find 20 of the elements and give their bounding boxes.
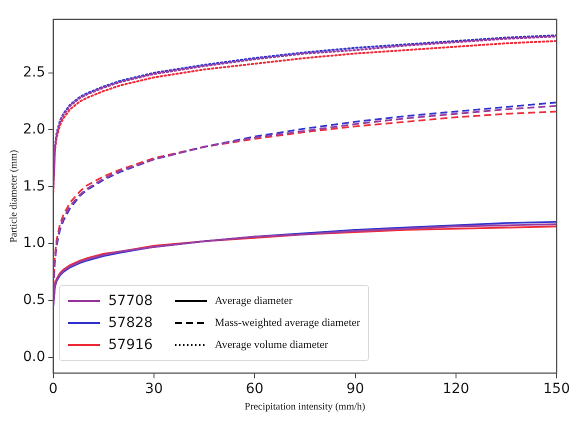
legend-label: 57916 (108, 337, 153, 354)
y-axis-title: Particle diameter (mm) (8, 150, 20, 243)
legend-label: 57828 (108, 315, 153, 332)
x-tick-label: 150 (543, 381, 570, 398)
annotation: Mass-weighted average diameter (214, 317, 360, 330)
annotation: Average volume diameter (214, 339, 328, 352)
x-tick-label: 60 (246, 381, 264, 398)
x-axis-title: Precipitation intensity (mm/h) (244, 402, 366, 413)
x-tick-label: 0 (48, 381, 58, 398)
y-tick-label: 1.0 (23, 235, 46, 252)
y-tick-label: 1.5 (23, 178, 46, 194)
annotation: Average diameter (214, 295, 292, 308)
y-tick-label: 2.0 (23, 121, 46, 138)
y-tick-label: 0.0 (23, 348, 46, 365)
x-tick-label: 120 (442, 381, 470, 398)
x-tick-label: 90 (346, 381, 364, 398)
x-tick-label: 30 (145, 381, 163, 398)
y-tick-label: 2.5 (23, 64, 46, 81)
legend-label: 57708 (108, 293, 153, 310)
y-tick-label: 0.5 (23, 292, 46, 308)
